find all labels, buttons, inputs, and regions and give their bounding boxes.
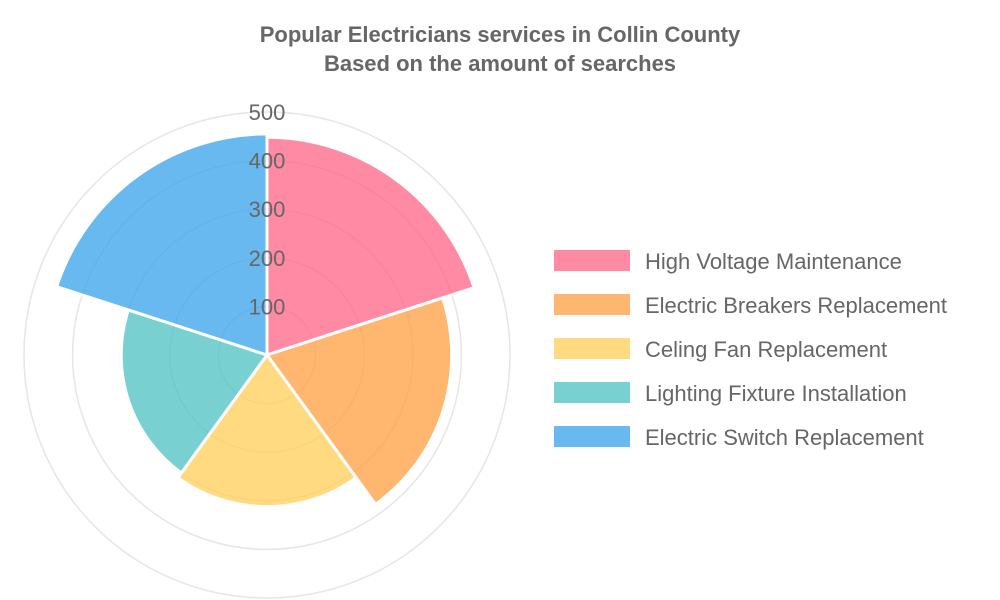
legend-swatch-2 bbox=[554, 294, 630, 315]
legend-swatch-5 bbox=[554, 426, 630, 447]
legend-swatch-3 bbox=[554, 338, 630, 359]
grid-circle-500 bbox=[23, 111, 511, 599]
legend-label-5[interactable]: Electric Switch Replacement bbox=[645, 425, 924, 450]
segment-electric-breakers-replacement[interactable] bbox=[264, 296, 454, 507]
legend-swatch-1 bbox=[554, 250, 630, 271]
chart-title-line-1: Popular Electricians services in Collin … bbox=[260, 22, 741, 47]
tick-label-500: 500 bbox=[249, 100, 286, 125]
tick-label-400: 400 bbox=[249, 149, 286, 174]
segment-celing-fan-replacement[interactable] bbox=[175, 352, 359, 509]
segment-lighting-fixture-installation[interactable] bbox=[119, 308, 270, 476]
legend-label-1[interactable]: High Voltage Maintenance bbox=[645, 249, 902, 274]
chart-title: Popular Electricians services in Collin … bbox=[260, 22, 741, 76]
chart-title-line-2: Based on the amount of searches bbox=[324, 51, 676, 76]
tick-label-200: 200 bbox=[249, 246, 286, 271]
legend: High Voltage Maintenance Electric Breaker… bbox=[554, 249, 947, 450]
legend-label-2[interactable]: Electric Breakers Replacement bbox=[645, 293, 947, 318]
radial-ticks: 100 200 300 400 500 bbox=[249, 100, 286, 319]
legend-label-4[interactable]: Lighting Fixture Installation bbox=[645, 381, 907, 406]
segment-electric-switch-replacement[interactable] bbox=[54, 132, 269, 358]
tick-label-100: 100 bbox=[249, 294, 286, 319]
segment-high-voltage-maintenance[interactable] bbox=[265, 135, 476, 358]
tick-label-300: 300 bbox=[249, 197, 286, 222]
segments bbox=[54, 132, 476, 509]
legend-label-3[interactable]: Celing Fan Replacement bbox=[645, 337, 887, 362]
legend-swatch-4 bbox=[554, 382, 630, 403]
